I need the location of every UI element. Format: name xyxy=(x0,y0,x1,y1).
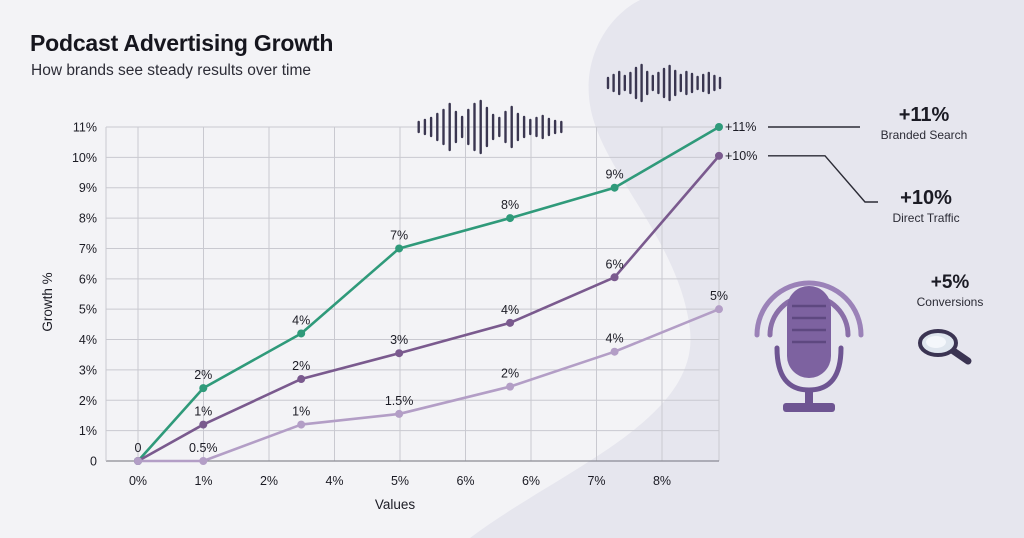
data-point xyxy=(610,347,619,356)
callout-label: Branded Search xyxy=(880,128,968,142)
data-label: 5% xyxy=(710,289,728,303)
x-tick-label: 6% xyxy=(522,474,540,488)
data-point xyxy=(506,214,515,223)
data-point xyxy=(134,457,142,465)
end-value-label: +11% xyxy=(725,120,756,134)
callout-value: +5% xyxy=(930,272,970,293)
data-point xyxy=(715,305,723,314)
x-tick-label: 0% xyxy=(129,474,147,488)
data-point xyxy=(199,457,208,465)
sound-wave-icon xyxy=(606,63,722,103)
x-tick-label: 2% xyxy=(260,474,278,488)
y-tick-label: 4% xyxy=(79,333,97,347)
end-value-label: +10% xyxy=(725,149,757,163)
data-point xyxy=(610,183,619,192)
callout-connector xyxy=(768,155,878,203)
data-label: 1% xyxy=(194,405,212,419)
data-point xyxy=(715,151,723,160)
data-point xyxy=(395,349,404,358)
x-tick-label: 8% xyxy=(653,474,671,488)
magnifier-icon xyxy=(918,329,972,365)
data-point xyxy=(610,273,619,282)
series-line xyxy=(136,125,721,463)
data-label: 1.5% xyxy=(385,394,414,408)
callout-label: Direct Traffic xyxy=(892,211,960,225)
data-point xyxy=(506,318,515,327)
data-label: 4% xyxy=(501,303,519,317)
series-line xyxy=(136,154,721,463)
data-point xyxy=(395,409,404,418)
data-point xyxy=(199,420,208,429)
y-tick-label: 2% xyxy=(79,394,97,408)
x-tick-label: 5% xyxy=(391,474,409,488)
y-tick-label: 11% xyxy=(73,121,97,135)
data-point xyxy=(297,420,306,429)
y-tick-label: 6% xyxy=(79,272,97,286)
data-point xyxy=(297,375,306,384)
callout-label: Conversions xyxy=(916,295,984,309)
x-tick-label: 6% xyxy=(456,474,474,488)
x-tick-label: 7% xyxy=(587,474,605,488)
x-axis-title: Values xyxy=(375,497,416,512)
data-label: 1% xyxy=(292,405,310,419)
data-label: 3% xyxy=(390,333,408,347)
data-point xyxy=(715,123,723,131)
data-point xyxy=(199,384,208,393)
data-label: 6% xyxy=(606,257,624,271)
chart-subtitle: How brands see steady results over time xyxy=(31,62,311,79)
data-label: 9% xyxy=(606,168,624,182)
callout-value: +10% xyxy=(900,187,952,209)
data-label: 0 xyxy=(135,441,142,455)
callout-branded-search: +11% Branded Search xyxy=(868,104,980,142)
y-tick-label: 7% xyxy=(79,242,97,256)
data-point xyxy=(506,382,515,391)
callout-conversions: +5% Conversions xyxy=(900,272,1000,309)
data-label: 4% xyxy=(606,332,624,346)
x-tick-label: 1% xyxy=(194,474,212,488)
sound-wave-icon xyxy=(417,99,563,155)
y-tick-label: 3% xyxy=(79,363,97,377)
data-label: 7% xyxy=(390,228,408,242)
y-axis-title: Growth % xyxy=(40,272,55,331)
data-label: 0.5% xyxy=(189,441,218,455)
y-tick-label: 8% xyxy=(79,212,97,226)
y-tick-label: 0 xyxy=(90,455,97,469)
data-point xyxy=(395,244,404,253)
microphone-icon xyxy=(754,280,864,412)
data-label: 2% xyxy=(501,367,519,381)
series-line xyxy=(136,307,721,463)
y-tick-label: 10% xyxy=(72,151,97,165)
x-tick-label: 4% xyxy=(325,474,343,488)
y-tick-label: 5% xyxy=(79,303,97,317)
callout-direct-traffic: +10% Direct Traffic xyxy=(870,187,982,225)
y-tick-label: 9% xyxy=(79,181,97,195)
callout-value: +11% xyxy=(898,104,950,126)
data-label: 2% xyxy=(292,359,310,373)
data-label: 4% xyxy=(292,313,310,327)
data-label: 8% xyxy=(501,198,519,212)
chart-title: Podcast Advertising Growth xyxy=(30,30,334,56)
y-tick-label: 1% xyxy=(79,424,97,438)
data-label: 2% xyxy=(194,368,212,382)
data-point xyxy=(297,329,306,338)
